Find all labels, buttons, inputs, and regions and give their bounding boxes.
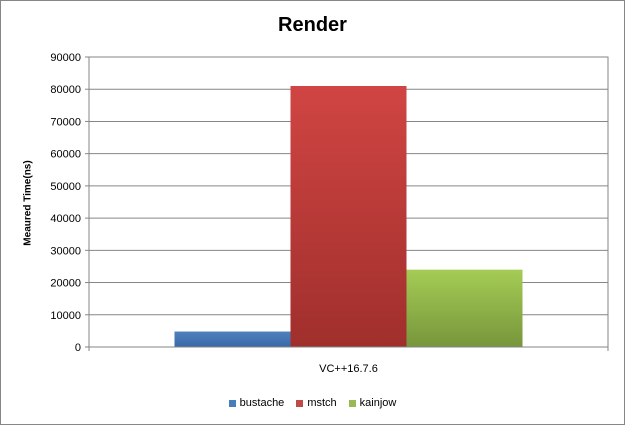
bar-kainjow <box>406 269 523 347</box>
y-tick-label: 10000 <box>50 310 81 322</box>
y-tick-label: 60000 <box>50 149 81 161</box>
y-tick-label: 0 <box>75 342 81 354</box>
y-tick-label: 50000 <box>50 181 81 193</box>
x-category-label: VC++16.7.6 <box>319 363 378 375</box>
legend: bustache mstch kainjow <box>0 397 625 409</box>
y-tick-label: 90000 <box>50 52 81 64</box>
legend-swatch <box>348 399 356 407</box>
bar-mstch <box>290 86 407 347</box>
y-tick-label: 40000 <box>50 213 81 225</box>
y-tick-label: 20000 <box>50 278 81 290</box>
legend-item-mstch: mstch <box>296 397 337 409</box>
legend-label: mstch <box>307 397 337 409</box>
legend-item-kainjow: kainjow <box>348 397 397 409</box>
legend-item-bustache: bustache <box>228 397 285 409</box>
y-tick-label: 70000 <box>50 116 81 128</box>
bar-bustache <box>174 331 291 347</box>
chart-title: Render <box>278 14 347 36</box>
y-tick-label: 80000 <box>50 84 81 96</box>
legend-swatch <box>228 399 236 407</box>
legend-label: bustache <box>239 397 285 409</box>
y-tick-label: 30000 <box>50 245 81 257</box>
legend-swatch <box>296 399 304 407</box>
legend-label: kainjow <box>359 397 397 409</box>
